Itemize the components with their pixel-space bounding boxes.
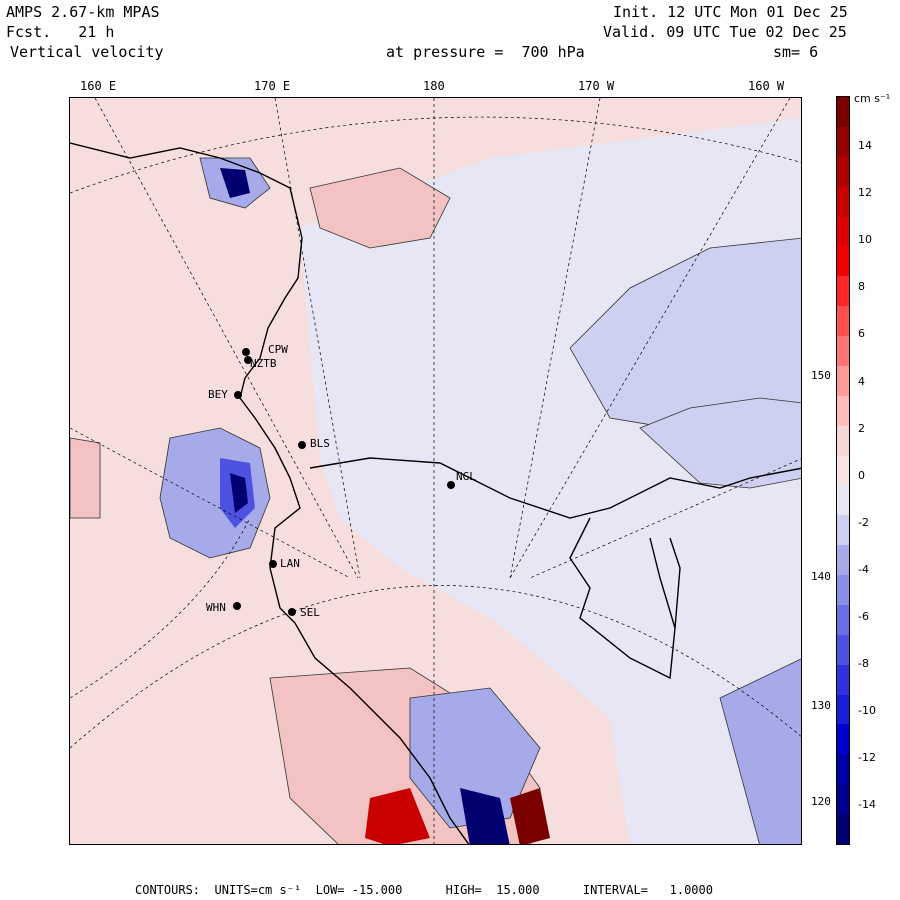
station-dot — [447, 481, 455, 489]
station-dot — [242, 348, 250, 356]
station-dot — [269, 560, 277, 568]
colorbar-segment — [837, 485, 849, 516]
negative-region — [719, 658, 801, 844]
station-label-lan: LAN — [280, 557, 300, 570]
colorbar-segment — [837, 365, 849, 397]
lon-label: 160 E — [80, 79, 117, 93]
colorbar-segment — [837, 575, 849, 606]
colorbar-tick-label: 6 — [858, 327, 865, 341]
station-dot — [244, 356, 252, 364]
station-label-whn: WHN — [206, 601, 226, 614]
colorbar-segment — [837, 425, 849, 457]
colorbar-segment — [837, 306, 849, 337]
colorbar-segment — [837, 724, 849, 755]
colorbar-tick-label: -10 — [858, 704, 876, 718]
negative-region — [409, 687, 541, 829]
colorbar-segment — [837, 97, 849, 128]
lat-label: 120 W — [811, 795, 845, 808]
station-dot — [298, 441, 306, 449]
colorbar-segment — [837, 395, 849, 427]
colorbar-tick-label: 0 — [858, 468, 865, 482]
strong-region — [365, 788, 430, 844]
station-label-cpw: CPW — [268, 343, 288, 356]
colorbar-tick-label: 10 — [858, 233, 872, 247]
colorbar-tick-label: -6 — [858, 610, 869, 623]
station-label-bls: BLS — [310, 437, 330, 450]
colorbar-segment — [837, 216, 849, 247]
colorbar-tick-label: 8 — [858, 280, 865, 294]
negative-region — [230, 473, 248, 513]
colorbar-segment — [837, 336, 849, 367]
colorbar-segment — [837, 634, 849, 666]
station-label-nztb: NZTB — [250, 357, 277, 370]
forecast-hour: Fcst. 21 h — [6, 23, 115, 41]
colorbar — [836, 96, 850, 845]
station-label-ngl: NGL — [456, 470, 476, 483]
map-canvas — [70, 98, 801, 844]
lat-label: 140 W — [811, 570, 845, 583]
positive-region — [309, 167, 451, 249]
station-dot — [233, 602, 241, 610]
colorbar-segment — [837, 156, 849, 188]
strong-region — [460, 788, 510, 844]
init-time: Init. 12 UTC Mon 01 Dec 25 — [613, 3, 848, 21]
negative-region — [569, 237, 801, 429]
negative-region — [159, 427, 271, 559]
pressure-level: at pressure = 700 hPa — [386, 43, 585, 61]
coastline — [70, 142, 470, 844]
colorbar-tick-label: 4 — [858, 374, 865, 388]
colorbar-segment — [837, 186, 849, 217]
lon-label: 170 E — [254, 79, 291, 93]
station-dot — [288, 608, 296, 616]
lat-label: 150 W — [811, 369, 845, 382]
colorbar-tick-label: -2 — [858, 515, 869, 529]
colorbar-tick-label: 14 — [858, 139, 872, 152]
colorbar-segment — [837, 784, 849, 815]
colorbar-segment — [837, 515, 849, 546]
colorbar-segment — [837, 814, 849, 845]
graticule — [70, 98, 801, 844]
shelf-edge — [569, 517, 676, 680]
lon-label: 170 W — [578, 79, 615, 93]
colorbar-segment — [837, 694, 849, 725]
negative-region — [220, 168, 250, 198]
colorbar-segment — [837, 455, 849, 486]
station-dot — [234, 391, 242, 399]
contour-info: CONTOURS: UNITS=cm s⁻¹ LOW= -15.000 HIGH… — [135, 883, 713, 897]
colorbar-tick-label: -12 — [858, 751, 876, 765]
colorbar-segment — [837, 545, 849, 576]
colorbar-segment — [837, 754, 849, 785]
shelf-edge — [309, 457, 801, 519]
colorbar-tick-label: -4 — [858, 562, 869, 576]
colorbar-tick-label: 12 — [858, 186, 872, 200]
valid-time: Valid. 09 UTC Tue 02 Dec 25 — [603, 23, 847, 41]
shelf-edge — [669, 537, 681, 629]
positive-region — [70, 437, 101, 519]
lon-label: 180 — [423, 79, 445, 93]
strong-region — [510, 788, 550, 844]
station-label-sel: SEL — [300, 606, 320, 619]
lon-label: 160 W — [748, 79, 785, 93]
negative-region — [639, 397, 801, 489]
colorbar-tick-label: -14 — [858, 798, 876, 812]
colorbar-units: cm s⁻¹ — [854, 92, 891, 105]
colorbar-segment — [837, 604, 849, 636]
colorbar-tick-label: -8 — [858, 657, 869, 671]
smoothing: sm= 6 — [773, 43, 819, 61]
colorbar-tick-label: 2 — [858, 421, 865, 435]
colorbar-segment — [837, 126, 849, 158]
station-label-bey: BEY — [208, 388, 228, 401]
colorbar-segment — [837, 246, 849, 277]
colorbar-segment — [837, 664, 849, 696]
field-name: Vertical velocity — [10, 43, 164, 61]
model-title: AMPS 2.67-km MPAS — [6, 3, 160, 21]
colorbar-segment — [837, 276, 849, 307]
lat-label: 130 W — [811, 699, 845, 712]
vertical-velocity-map[interactable]: CPW NZTB BEY BLS NGL LAN WHN SEL — [69, 97, 802, 845]
